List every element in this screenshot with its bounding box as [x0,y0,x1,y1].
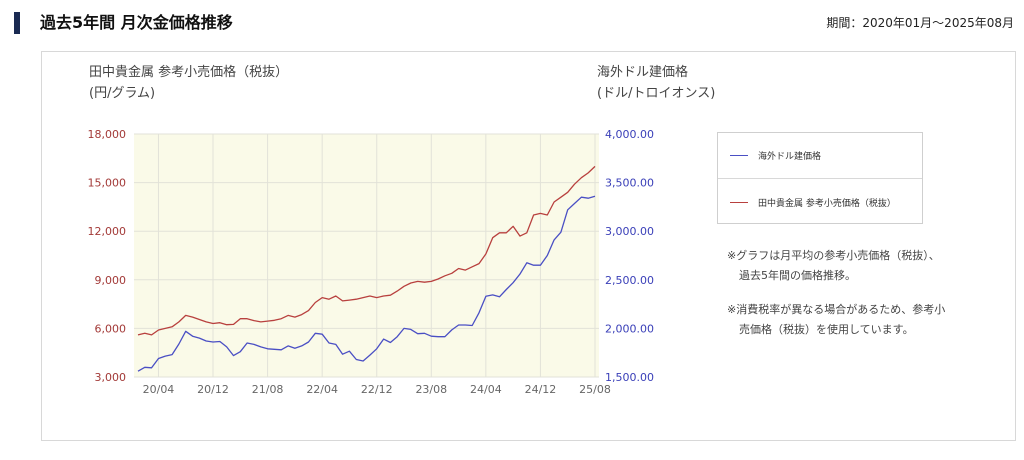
series-line-jpy [137,165,596,336]
left-axis-title: 田中貴金属 参考小売価格（税抜） (円/グラム) [89,62,288,104]
right-tick-label: 1,500.00 [605,371,654,384]
x-tick-label: 20/12 [197,383,229,396]
x-tick-label: 24/12 [525,383,557,396]
right-tick-label: 4,000.00 [605,128,654,141]
legend-label-usd: 海外ドル建価格 [758,152,822,162]
right-tick-label: 3,500.00 [605,177,654,190]
page-header: 過去5年間 月次金価格推移 期間：2020年01月〜2025年08月 [0,0,1024,44]
period-label: 期間：2020年01月〜2025年08月 [826,16,1014,30]
right-tick-label: 2,500.00 [605,274,654,287]
x-tick-label: 25/08 [579,383,611,396]
right-axis-title: 海外ドル建価格 (ドル/トロイオンス) [597,62,715,104]
x-tick-label: 21/08 [252,383,284,396]
left-tick-label: 12,000 [88,225,127,238]
left-tick-label: 15,000 [88,177,127,190]
legend-item-usd: 海外ドル建価格 [718,133,922,179]
right-axis-title-line2: (ドル/トロイオンス) [597,86,716,101]
price-chart: 3,000 1,500.00 6,000 2,000.00 9,000 2,500.00 1… [88,128,654,396]
x-tick-label: 22/04 [306,383,338,396]
series-line-usd [137,195,596,372]
title-accent-bar [14,12,20,34]
x-tick-label: 23/08 [415,383,447,396]
legend-label-jpy: 田中貴金属 参考小売価格（税抜） [758,198,896,209]
legend-swatch-jpy [730,201,748,203]
right-tick-label: 3,000.00 [605,225,654,238]
chart-legend: 海外ドル建価格 田中貴金属 参考小売価格（税抜） [717,132,923,224]
right-tick-label: 2,000.00 [605,322,654,335]
page-title: 過去5年間 月次金価格推移 [40,13,233,32]
left-axis-title-line1: 田中貴金属 参考小売価格（税抜） [89,65,289,80]
chart-panel: 田中貴金属 参考小売価格（税抜） (円/グラム) 海外ドル建価格 (ドル/トロイ… [41,51,1016,441]
plot-area [134,134,599,377]
x-tick-label: 20/04 [143,383,175,396]
legend-swatch-usd [730,155,748,156]
left-tick-label: 3,000 [95,371,127,384]
note2-line2: 売価格（税抜）を使用しています。 [739,323,914,336]
legend-item-jpy: 田中貴金属 参考小売価格（税抜） [718,179,922,225]
x-tick-label: 24/04 [470,383,502,396]
note2-line1: ※消費税率が異なる場合があるため、参考小 [727,303,946,316]
note-tax-rate: ※消費税率が異なる場合があるため、参考小 売価格（税抜）を使用しています。 [727,300,987,340]
left-tick-label: 6,000 [95,322,127,335]
left-tick-label: 9,000 [95,274,127,287]
left-axis-title-line2: (円/グラム) [89,86,156,101]
x-tick-label: 22/12 [361,383,393,396]
note1-line1: ※グラフは月平均の参考小売価格（税抜）、 [727,249,940,262]
left-tick-label: 18,000 [88,128,127,141]
right-axis-title-line1: 海外ドル建価格 [597,65,689,80]
note1-line2: 過去5年間の価格推移。 [739,269,856,282]
note-monthly-average: ※グラフは月平均の参考小売価格（税抜）、 過去5年間の価格推移。 [727,246,987,286]
